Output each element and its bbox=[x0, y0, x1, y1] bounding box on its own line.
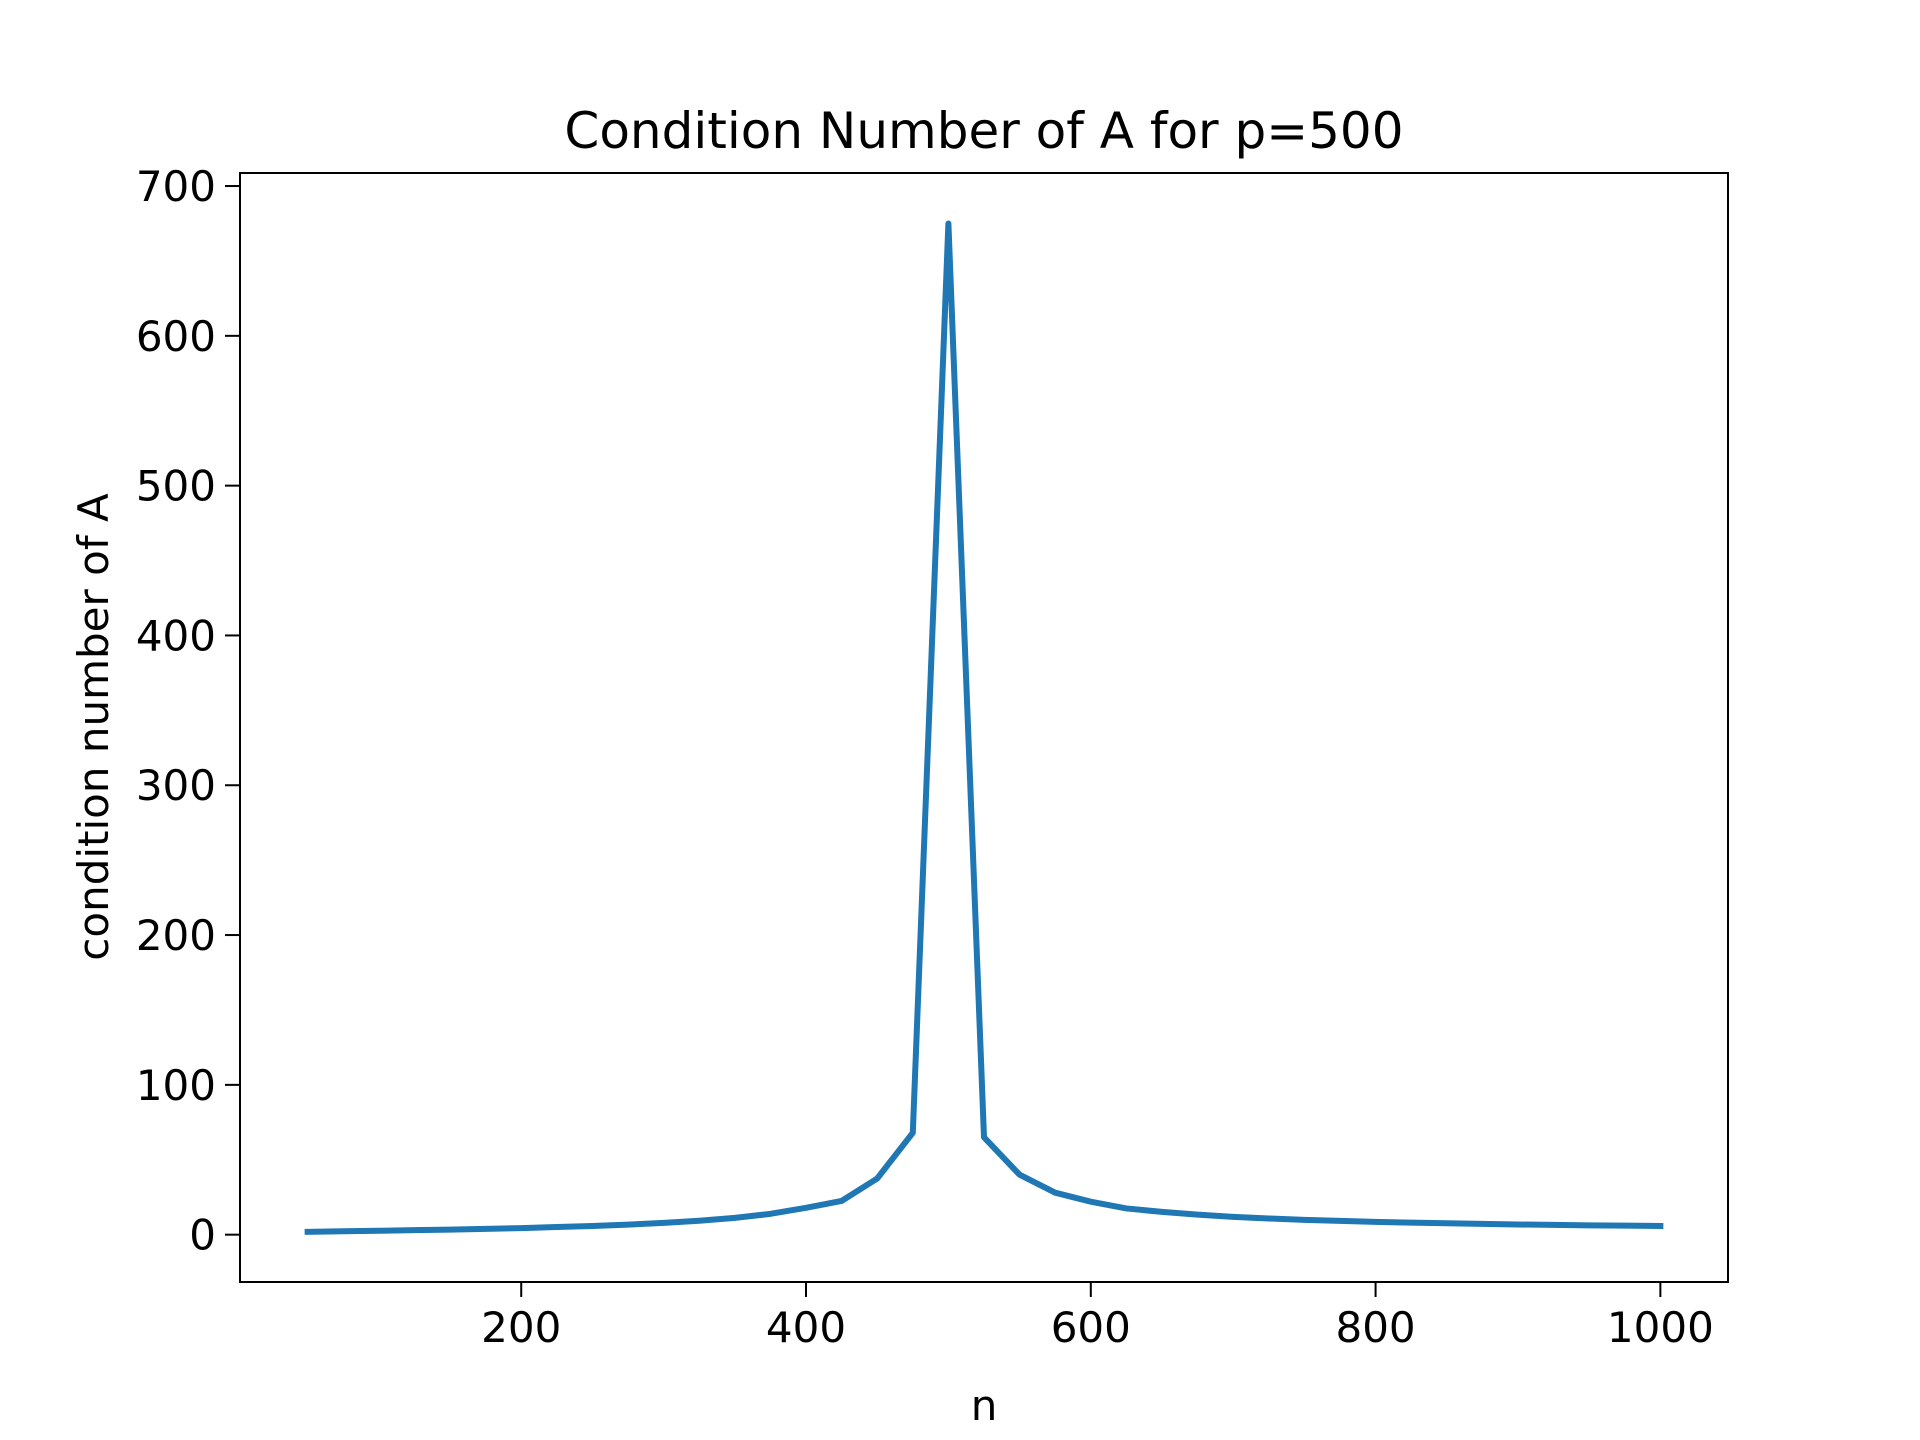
y-tick-label: 500 bbox=[136, 462, 216, 511]
y-tick-label: 100 bbox=[136, 1061, 216, 1110]
plot-frame bbox=[239, 172, 1729, 1283]
x-tick-label: 800 bbox=[1335, 1303, 1415, 1352]
x-tick-label: 1000 bbox=[1607, 1303, 1714, 1352]
y-tick-label: 0 bbox=[189, 1211, 216, 1260]
y-tick-label: 700 bbox=[136, 162, 216, 211]
y-axis-label: condition number of A bbox=[69, 493, 118, 961]
data-line bbox=[304, 220, 1664, 1235]
y-tick-label: 600 bbox=[136, 312, 216, 361]
x-tick-label: 600 bbox=[1051, 1303, 1131, 1352]
x-tick-label: 200 bbox=[481, 1303, 561, 1352]
chart-title: Condition Number of A for p=500 bbox=[564, 102, 1403, 160]
y-tick-label: 300 bbox=[136, 761, 216, 810]
y-tick-label: 400 bbox=[136, 611, 216, 660]
x-axis-label: n bbox=[971, 1381, 998, 1430]
y-tick-label: 200 bbox=[136, 911, 216, 960]
x-tick-label: 400 bbox=[766, 1303, 846, 1352]
